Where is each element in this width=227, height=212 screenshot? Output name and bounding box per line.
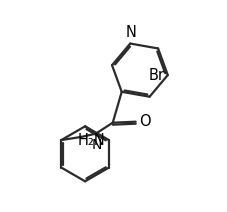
Text: N: N xyxy=(125,25,136,40)
Text: Br: Br xyxy=(148,68,163,82)
Text: N: N xyxy=(91,138,101,152)
Text: O: O xyxy=(139,114,150,129)
Text: H₂N: H₂N xyxy=(77,132,104,148)
